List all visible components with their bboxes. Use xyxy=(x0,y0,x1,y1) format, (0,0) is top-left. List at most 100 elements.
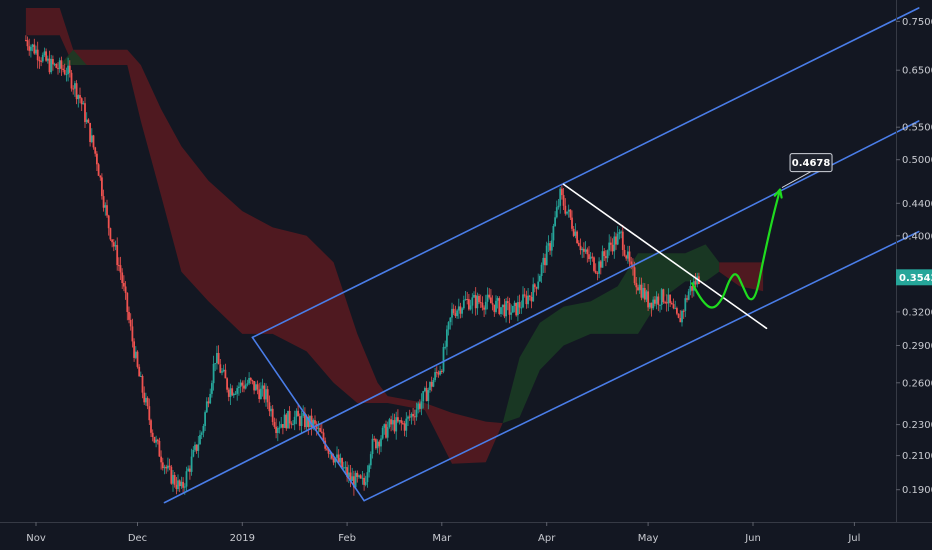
candle-body xyxy=(317,428,320,430)
candle xyxy=(506,296,509,311)
candle xyxy=(674,300,677,310)
candle xyxy=(161,457,164,471)
candle xyxy=(368,463,370,478)
candle-body xyxy=(46,58,49,61)
candle xyxy=(481,296,484,311)
candle-body xyxy=(461,308,463,314)
candle xyxy=(532,277,535,302)
candle xyxy=(253,381,255,395)
candle xyxy=(625,254,628,261)
candle xyxy=(650,302,653,317)
candle-body xyxy=(347,472,350,477)
candle-body xyxy=(263,385,266,400)
candle-body xyxy=(87,119,90,123)
candle xyxy=(341,457,343,469)
candle-body xyxy=(52,59,54,65)
drawings[interactable]: 0.4678 xyxy=(163,7,920,504)
projection-arrowhead[interactable] xyxy=(773,188,783,199)
candle xyxy=(31,43,34,52)
candle-body xyxy=(131,326,134,342)
candle xyxy=(221,368,223,376)
channel-middle-line[interactable] xyxy=(163,120,920,504)
candle xyxy=(391,413,394,431)
candle xyxy=(478,293,480,305)
candle xyxy=(229,383,232,405)
candle-body xyxy=(75,83,78,100)
channel-connector-line[interactable] xyxy=(251,336,365,502)
candle-body xyxy=(234,393,237,395)
candle xyxy=(80,97,83,111)
candle xyxy=(94,146,97,157)
candle-body xyxy=(109,228,112,240)
candle-body xyxy=(623,250,626,256)
candle xyxy=(155,435,157,448)
candle xyxy=(410,412,413,425)
time-axis[interactable]: Nov Dec 2019 Feb Mar Apr May Jun Jul xyxy=(26,522,860,544)
candle xyxy=(249,377,252,385)
channel-lower-line[interactable] xyxy=(363,230,920,502)
candle xyxy=(96,151,98,171)
candle-body xyxy=(665,302,668,304)
candle-body xyxy=(361,477,364,479)
candle-body xyxy=(669,294,671,303)
candle-body xyxy=(608,242,611,251)
candle-body xyxy=(611,244,614,252)
candle-body xyxy=(337,454,340,463)
time-tick-label: Nov xyxy=(26,533,46,544)
candle xyxy=(173,472,176,488)
candle-body xyxy=(405,418,408,431)
candle-body xyxy=(363,477,365,485)
candle xyxy=(53,62,56,67)
candle xyxy=(288,406,291,429)
cloud-bearish-future xyxy=(719,262,764,292)
candle xyxy=(512,305,514,313)
candle xyxy=(601,245,604,268)
target-label-box[interactable] xyxy=(789,153,833,173)
candle xyxy=(99,175,102,181)
candle-body xyxy=(332,458,335,463)
candle xyxy=(354,470,357,488)
candle xyxy=(593,256,595,273)
candle xyxy=(266,385,269,410)
candle-body xyxy=(397,417,399,422)
candle xyxy=(408,409,411,421)
descending-trendline[interactable] xyxy=(562,183,768,330)
candle-body xyxy=(530,297,533,302)
candle-body xyxy=(591,256,594,258)
price-tick-label: 0.1900 xyxy=(902,485,932,496)
candle xyxy=(505,298,507,323)
candle-body xyxy=(293,416,296,425)
candle xyxy=(282,424,284,435)
candle-body xyxy=(178,480,181,487)
candle xyxy=(356,470,359,483)
projection-path[interactable] xyxy=(691,188,782,309)
candle xyxy=(562,188,565,210)
candle-body xyxy=(498,298,501,314)
candle-body xyxy=(672,304,675,309)
candle xyxy=(385,420,387,439)
candle-body xyxy=(559,188,562,206)
candle-body xyxy=(82,103,85,105)
candle xyxy=(361,471,364,485)
candle xyxy=(539,274,541,282)
candle xyxy=(627,245,629,264)
candle-body xyxy=(134,351,137,358)
candle xyxy=(254,381,257,391)
last-price-badge xyxy=(896,269,932,286)
candle xyxy=(358,474,360,479)
candle-body xyxy=(574,231,577,236)
channel-upper-line[interactable] xyxy=(251,7,920,339)
candle-body xyxy=(276,428,279,433)
candle xyxy=(121,268,124,289)
candle xyxy=(686,295,688,303)
candle xyxy=(131,318,134,348)
candle-body xyxy=(342,467,345,469)
candle xyxy=(545,241,548,266)
candle xyxy=(527,288,529,309)
candle xyxy=(566,211,568,216)
candle-body xyxy=(187,468,190,472)
candle-body xyxy=(539,276,541,282)
candle-body xyxy=(383,424,386,428)
